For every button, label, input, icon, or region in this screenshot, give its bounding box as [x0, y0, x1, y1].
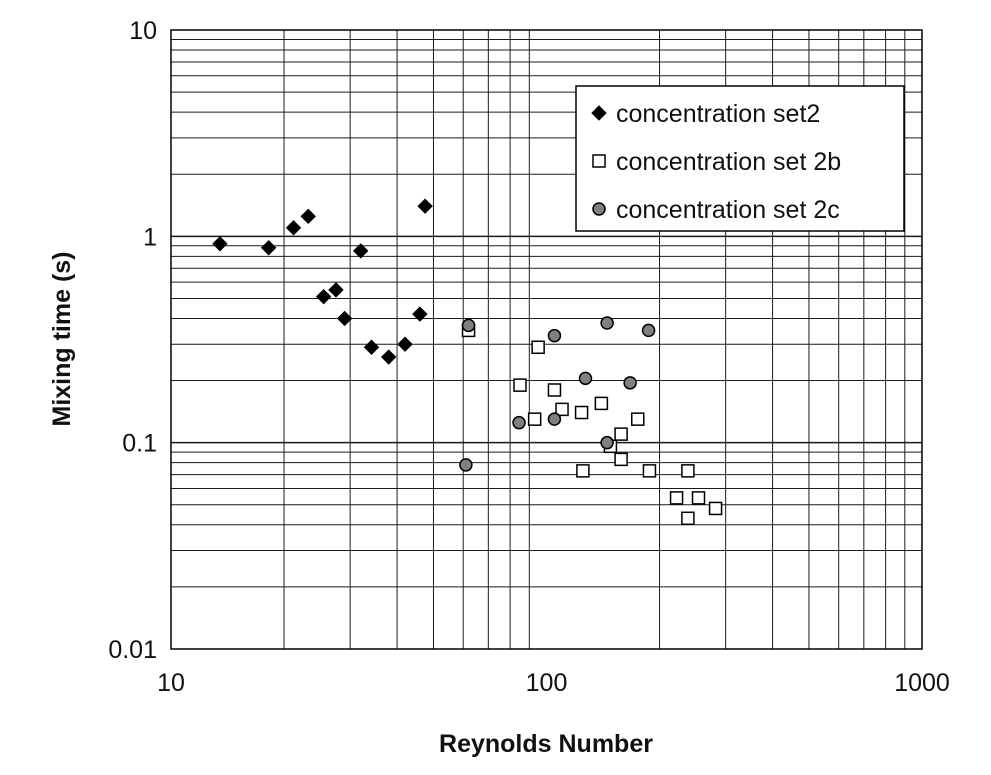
data-point-square: [574, 405, 589, 420]
data-point-diamond: [336, 310, 353, 327]
data-point-square: [708, 501, 723, 516]
series-square: [461, 323, 723, 526]
data-point-diamond: [300, 208, 316, 225]
data-point-square: [594, 396, 609, 411]
data-point-square: [547, 383, 562, 397]
plot-area-border: [170, 29, 923, 650]
data-point-circle: [600, 435, 614, 450]
data-point-circle: [459, 458, 473, 472]
data-point-square: [642, 464, 657, 478]
x-tick-label: 100: [526, 669, 568, 697]
data-point-square: [681, 511, 695, 526]
y-tick-label: 0.1: [122, 430, 157, 458]
data-point-diamond: [285, 220, 302, 236]
data-point-square: [691, 491, 706, 505]
legend-label: concentration set 2b: [616, 148, 841, 176]
data-point-circle: [512, 415, 526, 430]
y-tick-label: 1: [143, 223, 157, 251]
series-diamond: [212, 198, 433, 365]
legend-label: concentration set2: [616, 100, 820, 128]
x-tick-label: 1000: [894, 669, 950, 697]
legend-marker-diamond: [591, 105, 607, 121]
legend: concentration set2 concentration set 2b co…: [575, 85, 905, 232]
data-point-circle: [578, 371, 593, 386]
data-point-circle: [641, 323, 656, 338]
data-point-diamond: [328, 282, 344, 298]
x-axis-title: Reynolds Number: [439, 730, 653, 758]
data-point-square: [513, 378, 527, 392]
data-point-square: [531, 340, 545, 355]
data-point-circle: [461, 318, 476, 333]
data-point-diamond: [397, 336, 413, 352]
data-point-square: [576, 464, 590, 478]
data-point-diamond: [417, 198, 433, 214]
data-point-square: [631, 412, 645, 426]
data-point-circle: [623, 376, 637, 390]
data-point-diamond: [260, 240, 277, 256]
data-point-square: [681, 464, 695, 478]
legend-label: concentration set 2c: [616, 196, 840, 224]
data-point-circle: [547, 328, 562, 343]
data-point-diamond: [315, 288, 332, 305]
y-axis-title: Mixing time (s): [48, 251, 76, 426]
data-point-diamond: [352, 243, 369, 259]
data-point-square: [555, 402, 569, 417]
data-point-square: [614, 452, 628, 467]
data-point-square: [669, 491, 684, 505]
legend-marker-square: [592, 154, 606, 168]
legend-marker-circle: [592, 202, 606, 216]
data-point-circle: [547, 412, 562, 426]
x-tick-label: 10: [157, 669, 185, 697]
data-point-square: [527, 412, 542, 426]
data-point-diamond: [363, 339, 380, 355]
y-tick-label: 10: [129, 17, 157, 45]
legend-items: concentration set2 concentration set 2b co…: [591, 100, 841, 224]
data-marks: [212, 198, 723, 526]
data-point-circle: [600, 316, 614, 330]
y-tick-label: 0.01: [108, 636, 157, 664]
data-point-square: [614, 427, 628, 441]
series-circle: [459, 316, 656, 472]
data-point-diamond: [412, 306, 428, 322]
data-point-diamond: [212, 236, 228, 252]
data-point-diamond: [381, 349, 397, 365]
tick-labels: 10 100 1000 0.01 0.1 1 10: [108, 17, 949, 697]
legend-box: [575, 85, 905, 232]
